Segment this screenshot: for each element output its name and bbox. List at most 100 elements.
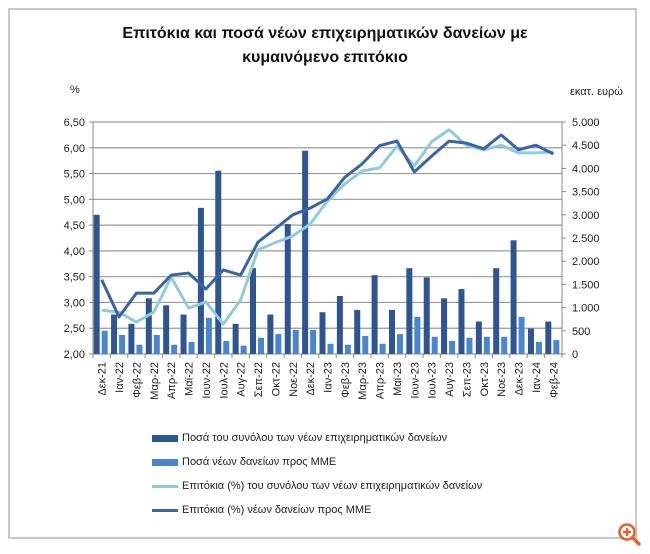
bar: [510, 240, 517, 354]
bar: [423, 277, 430, 354]
bar: [414, 316, 421, 354]
bar: [145, 298, 152, 354]
bar: [379, 343, 386, 354]
x-tick-label: Σεπ-23: [461, 362, 473, 397]
x-tick-label: Ιουν-22: [201, 362, 213, 399]
right-tick-label: 2.000: [572, 256, 600, 268]
bar: [441, 298, 448, 354]
left-axis-unit: %: [70, 84, 80, 96]
right-tick-label: 1.500: [572, 279, 600, 291]
x-tick-label: Αυγ-22: [236, 362, 248, 397]
x-tick-label: Ιαν-23: [323, 362, 335, 393]
right-tick-label: 3.500: [572, 187, 600, 199]
x-tick-label: Οκτ-22: [270, 362, 282, 396]
bar: [163, 305, 170, 354]
bar: [518, 316, 525, 354]
zoom-in-icon[interactable]: [617, 522, 643, 548]
x-tick-label: Ιουλ-22: [218, 362, 230, 399]
left-tick-label: 6,00: [64, 143, 85, 155]
legend-item: Επιτόκια (%) του συνόλου των νέων επιχει…: [152, 474, 482, 498]
bar: [292, 329, 299, 354]
chart-title-line-2: κυμαινόμενο επιτόκιο: [242, 49, 408, 66]
x-tick-label: Φεβ-24: [548, 362, 560, 398]
bar: [493, 268, 500, 354]
x-tick-label: Ιουλ-23: [427, 362, 439, 399]
bar: [310, 329, 317, 354]
chart-title: Επιτόκια και ποσά νέων επιχειρηματικών δ…: [0, 22, 650, 70]
bar: [371, 275, 378, 354]
right-tick-label: 5.000: [572, 117, 600, 129]
x-tick-label: Ιαν-24: [531, 362, 543, 393]
legend-item: Επιτόκια (%) νέων δανείων προς ΜΜΕ: [152, 498, 482, 522]
x-tick-label: Σεπ-22: [253, 362, 265, 397]
x-tick-label: Ιαν-22: [114, 362, 126, 393]
bar: [240, 345, 247, 354]
legend-label: Ποσά νέων δανείων προς ΜΜΕ: [182, 456, 337, 468]
right-axis-unit: εκατ. ευρώ: [570, 86, 623, 98]
bar: [501, 336, 508, 354]
x-tick-label: Απρ-22: [166, 362, 178, 399]
left-tick-label: 4,00: [64, 246, 85, 258]
left-tick-label: 2,50: [64, 323, 85, 335]
chart-title-line-1: Επιτόκια και ποσά νέων επιχειρηματικών δ…: [122, 25, 528, 42]
right-tick-label: 4.500: [572, 140, 600, 152]
bar: [188, 341, 195, 354]
bar: [111, 314, 118, 354]
legend-line-swatch: [152, 484, 178, 488]
x-tick-label: Μαρ-23: [357, 362, 369, 400]
right-tick-label: 0: [572, 349, 578, 361]
x-tick-label: Φεβ-22: [131, 362, 143, 398]
legend-label: Ποσά του συνόλου των νέων επιχειρηματικώ…: [182, 432, 448, 444]
x-tick-label: Οκτ-23: [479, 362, 491, 396]
bar: [171, 344, 178, 354]
bar: [119, 334, 126, 354]
bar: [466, 337, 473, 354]
bar: [153, 334, 160, 354]
bar: [223, 341, 230, 354]
bar: [483, 336, 490, 354]
bar: [406, 268, 413, 354]
x-tick-label: Δεκ-23: [514, 362, 526, 396]
bar: [545, 321, 552, 354]
bar: [354, 309, 361, 354]
x-tick-label: Απρ-23: [375, 362, 387, 399]
right-tick-label: 2.500: [572, 233, 600, 245]
bar: [197, 207, 204, 354]
chart-frame: [8, 8, 637, 539]
bar: [215, 170, 222, 354]
legend-label: Επιτόκια (%) του συνόλου των νέων επιχει…: [182, 480, 483, 492]
right-tick-label: 3.000: [572, 210, 600, 222]
x-tick-label: Αυγ-23: [444, 362, 456, 397]
bar: [388, 309, 395, 354]
bar: [319, 312, 326, 354]
chart-plot: 2,00 2,50 3,00 3,50 4,00 4,50 5,00 5,50 6,00 6,50…: [64, 117, 600, 400]
left-tick-label: 3,00: [64, 297, 85, 309]
bar: [527, 328, 534, 354]
left-tick-label: 2,00: [64, 349, 85, 361]
left-tick-label: 5,50: [64, 169, 85, 181]
x-tick-label: Ιουν-23: [409, 362, 421, 399]
left-tick-label: 5,00: [64, 194, 85, 206]
bar: [449, 341, 456, 354]
bar: [362, 335, 369, 354]
x-tick-label: Μαϊ-23: [392, 362, 404, 396]
legend-item: Ποσά νέων δανείων προς ΜΜΕ: [152, 450, 482, 474]
bar: [267, 314, 274, 354]
bar: [458, 289, 465, 354]
bar: [258, 337, 265, 354]
legend: Ποσά του συνόλου των νέων επιχειρηματικώ…: [152, 426, 482, 522]
left-tick-label: 4,50: [64, 220, 85, 232]
series-line: [100, 133, 554, 319]
x-tick-label: Μαρ-22: [149, 362, 161, 400]
bar: [344, 344, 351, 354]
bar: [180, 314, 187, 354]
bar: [535, 341, 542, 354]
bar: [93, 214, 100, 354]
bar: [431, 336, 438, 354]
right-tick-label: 500: [572, 326, 590, 338]
legend-item: Ποσά του συνόλου των νέων επιχειρηματικώ…: [152, 426, 482, 450]
legend-line-swatch: [152, 508, 178, 512]
bar: [250, 268, 257, 354]
bar: [553, 340, 560, 354]
bar: [396, 334, 403, 354]
